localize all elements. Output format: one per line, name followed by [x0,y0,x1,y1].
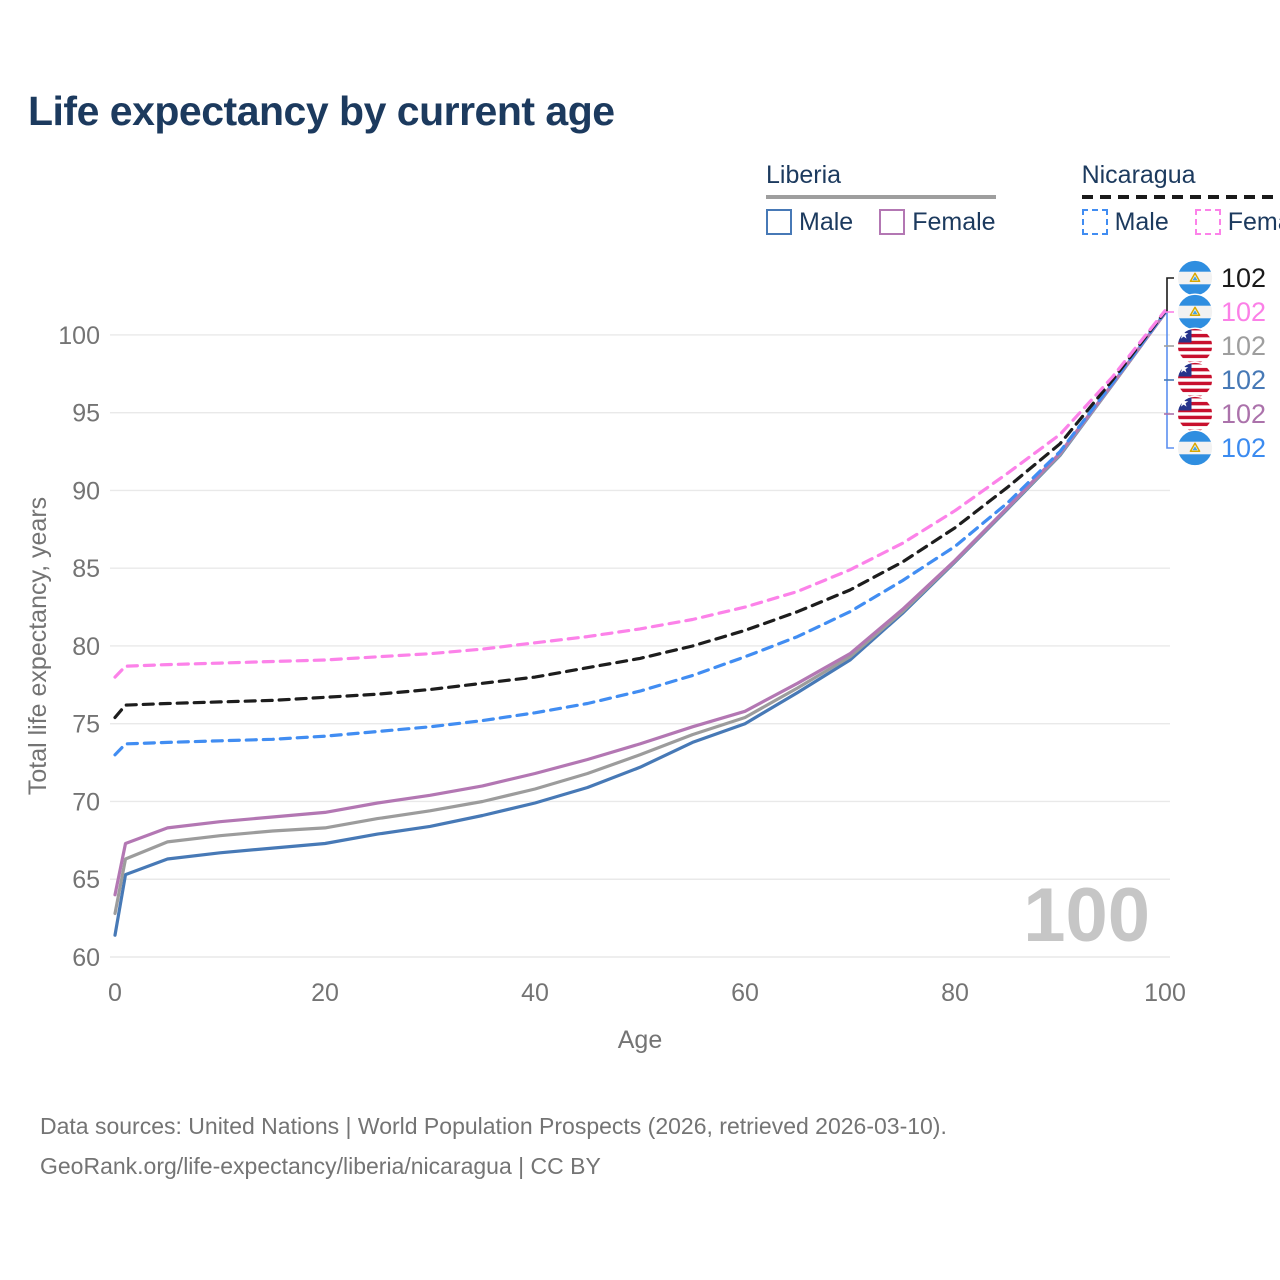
legend-item-liberia-male[interactable]: Male [766,208,853,237]
legend-label-nicaragua-female: Female [1227,207,1280,236]
legend: Liberia Male Female Nicaragua Male Femal… [766,161,1280,237]
legend-items-nicaragua: Male Female [1081,207,1280,237]
nicaragua-flag-icon [1176,429,1214,467]
legend-label-nicaragua-male: Male [1114,207,1169,236]
ytick-90: 90 [72,477,100,505]
ytick-95: 95 [72,400,100,428]
end-label-row-nicaragua-male: 102 [1176,429,1267,467]
end-label-row-nicaragua-female: 102 [1176,293,1267,331]
series-line-liberia-all[interactable] [113,311,1167,916]
end-label-row-liberia-female: 102 [1176,395,1267,433]
footer-sources: Data sources: United Nations | World Pop… [40,1113,947,1139]
footer-url: GeoRank.org/life-expectancy/liberia/nica… [40,1153,601,1179]
ytick-100: 100 [58,322,100,350]
end-connector-top [1165,277,1174,314]
end-labels: 102 102 102 [1176,259,1267,467]
y-axis-title: Total life expectancy, years [24,497,52,795]
legend-swatch-liberia-male[interactable] [766,209,792,235]
series-line-nicaragua-female[interactable] [113,309,1167,679]
end-label-value-nicaragua-male: 102 [1221,432,1267,463]
xtick-80: 80 [941,979,969,1007]
series-line-nicaragua-male[interactable] [113,310,1167,757]
ytick-80: 80 [72,633,100,661]
end-label-value-nicaragua-all: 102 [1221,262,1267,293]
xtick-60: 60 [731,979,759,1007]
legend-swatch-nicaragua-male[interactable] [1081,209,1108,235]
footer: Data sources: United Nations | World Pop… [40,1106,947,1186]
end-label-row-nicaragua-all: 102 [1176,259,1267,297]
legend-item-nicaragua-male[interactable]: Male [1081,207,1169,237]
legend-swatch-liberia-female[interactable] [879,209,906,235]
ytick-85: 85 [72,555,100,583]
series-line-liberia-female[interactable] [113,311,1167,897]
legend-item-liberia-female[interactable]: Female [879,207,996,237]
end-label-row-liberia-all: 102 [1176,327,1267,365]
ytick-60: 60 [72,944,100,972]
ytick-70: 70 [72,788,100,816]
end-label-value-liberia-all: 102 [1221,330,1267,361]
end-label-value-liberia-male: 102 [1221,364,1267,395]
nicaragua-flag-icon [1176,293,1214,331]
legend-group-liberia: Liberia Male Female [766,161,996,237]
legend-items-liberia: Male Female [766,208,996,237]
liberia-flag-icon [1176,327,1214,365]
series-line-nicaragua-all[interactable] [113,310,1167,720]
end-label-value-liberia-female: 102 [1221,398,1267,429]
end-label-value-nicaragua-female: 102 [1221,296,1267,327]
legend-country-nicaragua[interactable]: Nicaragua [1081,161,1196,189]
liberia-flag-icon [1176,361,1214,399]
legend-item-nicaragua-female[interactable]: Female [1194,207,1280,237]
legend-underline-liberia [766,194,996,199]
end-label-row-liberia-male: 102 [1176,361,1267,399]
legend-group-nicaragua: Nicaragua Male Female [1081,161,1280,237]
page-title: Life expectancy by current age [28,88,615,134]
liberia-flag-icon [1176,395,1214,433]
ytick-75: 75 [72,711,100,739]
legend-underline-nicaragua [1081,194,1280,199]
legend-swatch-nicaragua-female[interactable] [1194,209,1221,235]
nicaragua-flag-icon [1176,259,1214,297]
hover-age-watermark: 100 [1023,873,1150,958]
legend-label-liberia-male: Male [799,207,854,236]
series-line-liberia-male[interactable] [113,311,1167,937]
plot-svg: 60 65 70 75 80 85 90 95 100 0 20 40 60 80 100 Age Total … [24,277,1186,1054]
xtick-0: 0 [108,979,122,1007]
legend-country-liberia[interactable]: Liberia [766,161,842,189]
xtick-40: 40 [521,979,549,1007]
x-axis-title: Age [618,1026,662,1054]
xtick-20: 20 [311,979,339,1007]
legend-label-liberia-female: Female [912,207,996,236]
xtick-100: 100 [1144,979,1186,1007]
ytick-65: 65 [72,866,100,894]
